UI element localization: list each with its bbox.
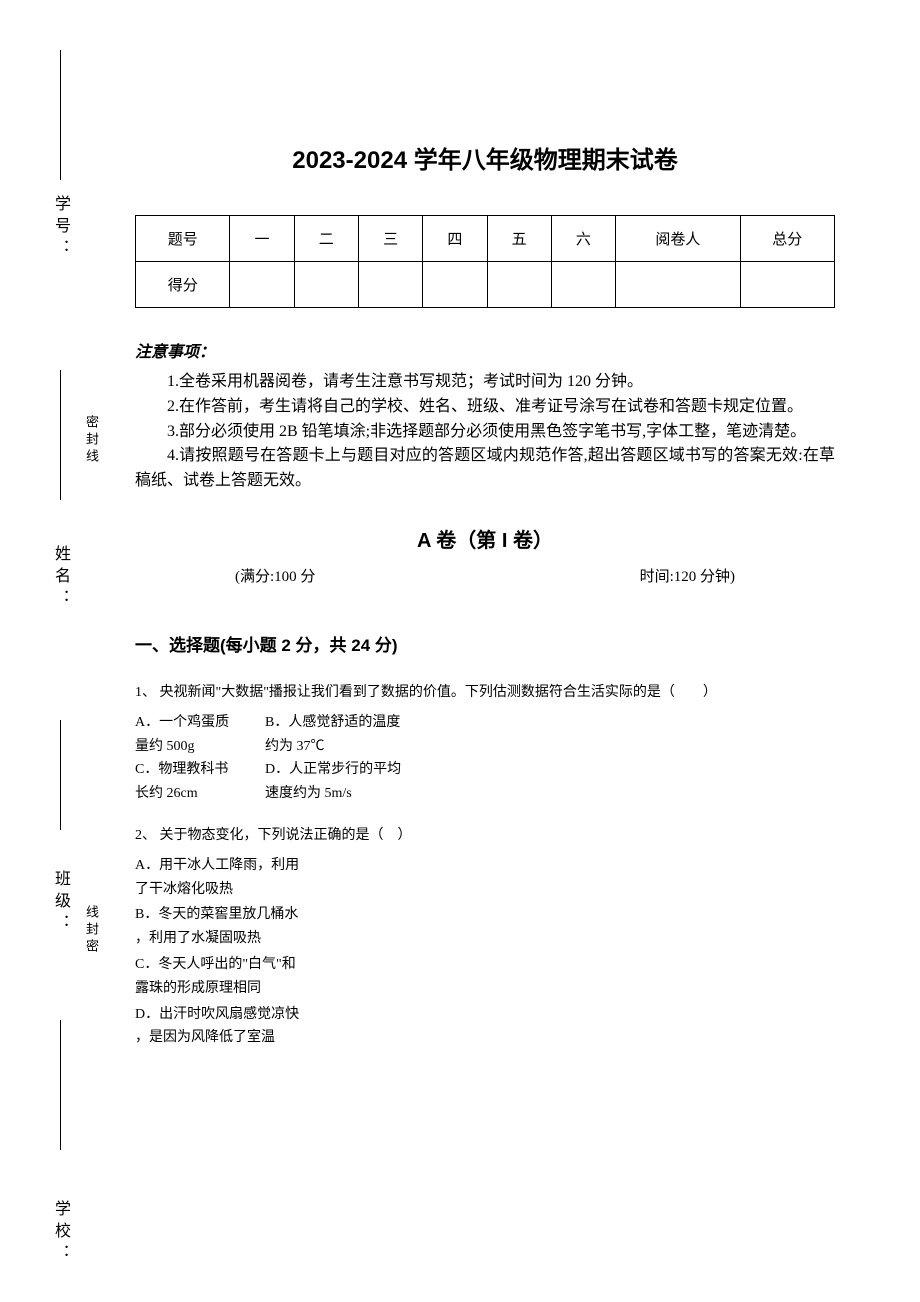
- binding-margin: 学号： 密封线 姓名： 班级： 线封密 学校：: [0, 0, 115, 1302]
- table-header: 三: [358, 216, 422, 262]
- notice-item: 4.请按照题号在答题卡上与题目对应的答题区域内规范作答,超出答题区域书写的答案无…: [135, 444, 835, 494]
- time-label: 时间:120 分钟): [640, 565, 735, 586]
- section-a-title: A 卷（第 I 卷）: [135, 524, 835, 553]
- table-cell: [230, 262, 294, 308]
- table-cell: [551, 262, 615, 308]
- class-label: 班级：: [48, 870, 72, 936]
- name-label: 姓名：: [48, 545, 72, 611]
- question-text: 1、 央视新闻"大数据"播报让我们看到了数据的价值。下列估测数据符合生活实际的是…: [135, 681, 835, 705]
- question-2: 2、 关于物态变化，下列说法正确的是（ ） A．用干冰人工降雨，利用 了干冰熔化…: [135, 824, 835, 1050]
- table-cell: [740, 262, 834, 308]
- option-b: B．人感觉舒适的温度 约为 37℃: [265, 711, 400, 759]
- main-content: 2023-2024 学年八年级物理期末试卷 题号 一 二 三 四 五 六 阅卷人…: [135, 140, 835, 1068]
- option-a: A．一个鸡蛋质 量约 500g: [135, 711, 245, 759]
- seal-text: 密封线: [82, 415, 101, 466]
- table-cell: [616, 262, 741, 308]
- table-header: 六: [551, 216, 615, 262]
- table-cell: 得分: [136, 262, 230, 308]
- section1-header: 一、选择题(每小题 2 分，共 24 分): [135, 631, 835, 656]
- notice-item: 3.部分必须使用 2B 铅笔填涂;非选择题部分必须使用黑色签字笔书写,字体工整，…: [135, 420, 835, 445]
- notice-item: 2.在作答前，考生请将自己的学校、姓名、班级、准考证号涂写在试卷和答题卡规定位置…: [135, 395, 835, 420]
- table-header: 一: [230, 216, 294, 262]
- option-c: C．冬天人呼出的"白气"和 露珠的形成原理相同: [135, 953, 835, 1001]
- option-d: D．人正常步行的平均 速度约为 5m/s: [265, 758, 401, 806]
- option-a: A．用干冰人工降雨，利用 了干冰熔化吸热: [135, 854, 835, 902]
- section-a-subinfo: (满分:100 分 时间:120 分钟): [135, 565, 835, 586]
- table-header: 阅卷人: [616, 216, 741, 262]
- table-header: 总分: [740, 216, 834, 262]
- table-header: 五: [487, 216, 551, 262]
- full-score-label: (满分:100 分: [235, 565, 315, 586]
- binding-line: [60, 720, 61, 830]
- binding-line: [60, 1020, 61, 1150]
- score-table: 题号 一 二 三 四 五 六 阅卷人 总分 得分: [135, 215, 835, 308]
- table-cell: [423, 262, 487, 308]
- table-cell: [487, 262, 551, 308]
- question-text: 2、 关于物态变化，下列说法正确的是（ ）: [135, 824, 835, 848]
- table-header-row: 题号 一 二 三 四 五 六 阅卷人 总分: [136, 216, 835, 262]
- notice-item: 1.全卷采用机器阅卷，请考生注意书写规范；考试时间为 120 分钟。: [135, 370, 835, 395]
- table-header: 题号: [136, 216, 230, 262]
- option-b: B．冬天的菜窖里放几桶水 ，利用了水凝固吸热: [135, 903, 835, 951]
- question-1: 1、 央视新闻"大数据"播报让我们看到了数据的价值。下列估测数据符合生活实际的是…: [135, 681, 835, 806]
- table-score-row: 得分: [136, 262, 835, 308]
- table-header: 二: [294, 216, 358, 262]
- binding-line: [60, 370, 61, 500]
- school-label: 学校：: [48, 1200, 72, 1266]
- option-d: D．出汗时吹风扇感觉凉快 ，是因为风降低了室温: [135, 1003, 835, 1051]
- table-cell: [358, 262, 422, 308]
- exam-title: 2023-2024 学年八年级物理期末试卷: [135, 140, 835, 175]
- table-cell: [294, 262, 358, 308]
- table-header: 四: [423, 216, 487, 262]
- notice-title: 注意事项：: [135, 338, 835, 362]
- student-id-label: 学号：: [48, 195, 72, 261]
- option-c: C．物理教科书 长约 26cm: [135, 758, 245, 806]
- binding-line: [60, 50, 61, 180]
- seal-text: 线封密: [82, 905, 101, 956]
